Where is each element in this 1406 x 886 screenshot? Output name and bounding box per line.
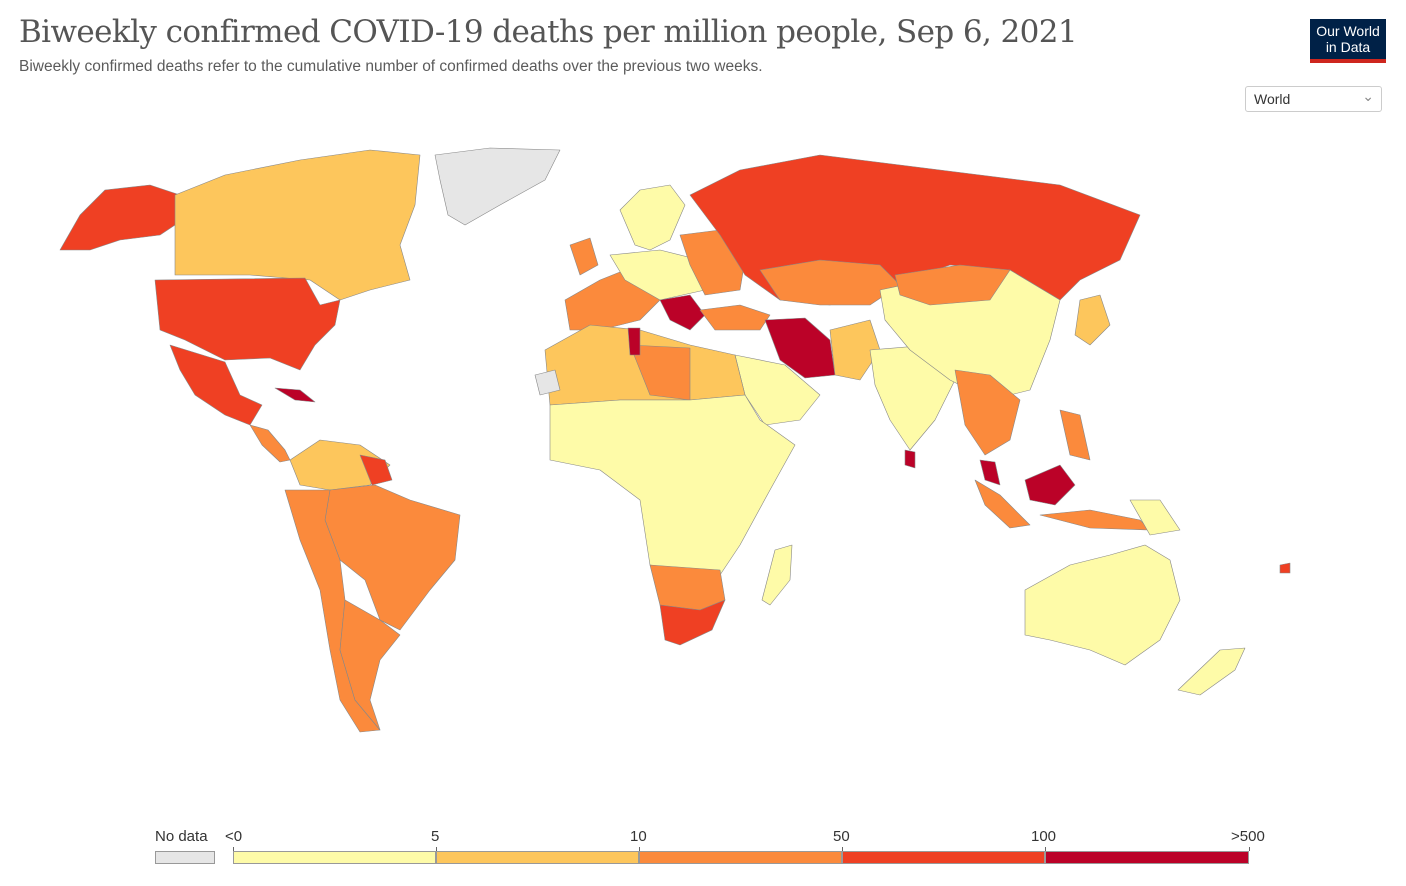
legend-tick-label-3: 50 <box>833 828 850 845</box>
legend-tick-label-0: <0 <box>225 828 243 845</box>
region-canada[interactable] <box>174 149 421 301</box>
chart-subtitle: Biweekly confirmed deaths refer to the c… <box>19 58 763 75</box>
legend-swatch-bin-4[interactable] <box>842 851 1045 864</box>
region-central-america[interactable] <box>249 424 291 463</box>
region-australia[interactable] <box>1024 544 1181 666</box>
legend-tick <box>436 847 437 851</box>
color-legend: No data <0 5 10 50 100 >500 <box>0 820 1406 880</box>
legend-no-data-label: No data <box>155 828 208 845</box>
legend-no-data-swatch[interactable] <box>155 851 215 864</box>
region-new-zealand[interactable] <box>1177 647 1246 696</box>
region-borneo[interactable] <box>1024 464 1076 506</box>
region-philippines[interactable] <box>1059 409 1091 461</box>
legend-tick-label-5: >500 <box>1231 828 1265 845</box>
legend-tick <box>1249 847 1250 851</box>
chart-title: Biweekly confirmed COVID-19 deaths per m… <box>19 14 1078 50</box>
region-scandinavia[interactable] <box>619 184 686 251</box>
logo-accent-bar <box>1310 59 1386 63</box>
region-united-states[interactable] <box>154 277 341 371</box>
region-japan[interactable] <box>1074 294 1111 346</box>
logo-line-2: in Data <box>1325 39 1371 55</box>
region-suriname-guyana[interactable] <box>359 454 393 486</box>
region-select-value: World <box>1254 91 1291 107</box>
region-mongolia[interactable] <box>894 264 1011 306</box>
legend-tick <box>842 847 843 851</box>
legend-tick-label-1: 5 <box>431 828 440 845</box>
region-indochina[interactable] <box>954 369 1021 456</box>
region-pakistan-afgh[interactable] <box>829 319 881 381</box>
owid-logo[interactable]: Our World in Data <box>1310 19 1386 63</box>
region-turkey-caucasus[interactable] <box>699 304 771 331</box>
legend-swatch-bin-2[interactable] <box>436 851 639 864</box>
region-sri-lanka[interactable] <box>904 449 916 469</box>
region-southern-africa[interactable] <box>649 564 726 611</box>
legend-tick <box>233 847 234 851</box>
region-western-sahara[interactable] <box>534 369 561 396</box>
region-balkans[interactable] <box>659 294 706 331</box>
region-uk-ireland[interactable] <box>569 237 599 276</box>
region-kazakhstan[interactable] <box>759 259 901 306</box>
region-cuba[interactable] <box>274 387 316 403</box>
region-argentina-south[interactable] <box>339 599 401 731</box>
world-map[interactable] <box>0 120 1406 820</box>
region-south-africa[interactable] <box>659 599 726 646</box>
region-malaysia[interactable] <box>979 459 1001 486</box>
legend-swatch-bin-1[interactable] <box>233 851 436 864</box>
legend-tick-label-2: 10 <box>630 828 647 845</box>
region-madagascar[interactable] <box>761 544 793 606</box>
legend-swatch-bin-3[interactable] <box>639 851 842 864</box>
region-tunisia[interactable] <box>627 327 641 356</box>
legend-tick <box>639 847 640 851</box>
region-fiji[interactable] <box>1279 562 1291 574</box>
region-sub-saharan-africa[interactable] <box>549 394 796 576</box>
legend-tick <box>1045 847 1046 851</box>
region-greenland[interactable] <box>434 147 561 226</box>
logo-line-1: Our World <box>1316 23 1380 39</box>
region-alaska[interactable] <box>59 184 181 251</box>
region-papua[interactable] <box>1129 499 1181 536</box>
region-select[interactable]: World ⌄ <box>1245 86 1382 112</box>
legend-swatch-bin-5[interactable] <box>1045 851 1249 864</box>
chevron-down-icon: ⌄ <box>1362 88 1374 104</box>
legend-tick-label-4: 100 <box>1031 828 1057 845</box>
